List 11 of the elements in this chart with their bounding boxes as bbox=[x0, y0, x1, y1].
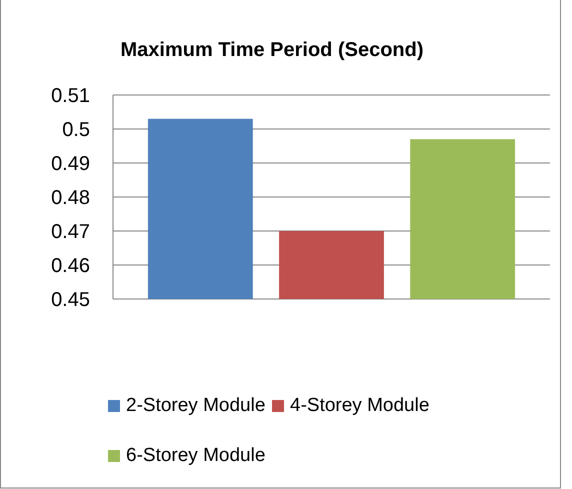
y-tick-label: 0.46 bbox=[51, 255, 90, 277]
y-tick-label: 0.5 bbox=[62, 119, 90, 141]
legend-label: 4-Storey Module bbox=[290, 395, 430, 416]
chart-title: Maximum Time Period (Second) bbox=[120, 39, 424, 61]
legend-label: 6-Storey Module bbox=[126, 445, 266, 466]
y-tick-label: 0.48 bbox=[51, 187, 90, 209]
y-tick-label: 0.45 bbox=[51, 289, 90, 311]
y-tick-label: 0.47 bbox=[51, 221, 90, 243]
y-tick-label: 0.49 bbox=[51, 153, 90, 175]
legend-label: 2-Storey Module bbox=[126, 395, 266, 416]
y-tick-label: 0.51 bbox=[51, 85, 90, 107]
